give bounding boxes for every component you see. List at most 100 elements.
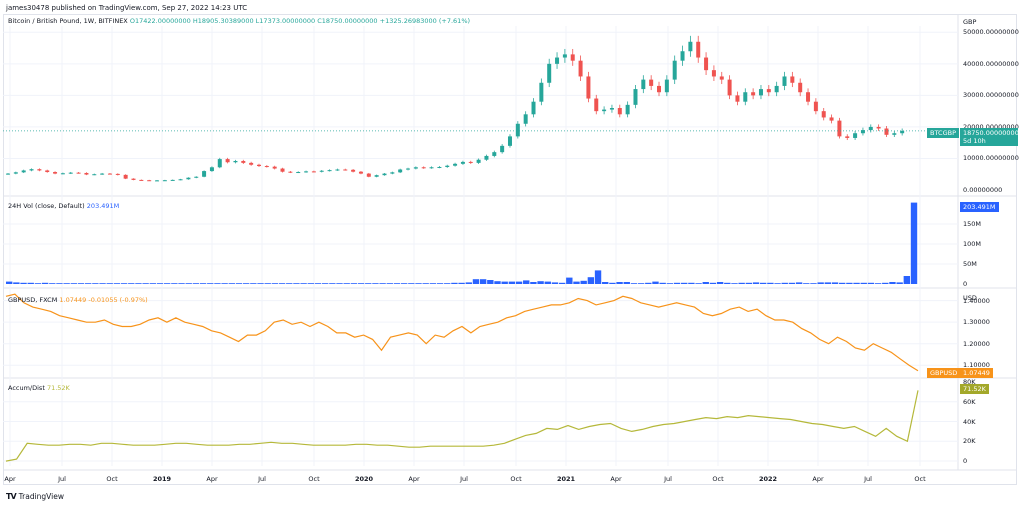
volume-bar xyxy=(896,282,903,284)
volume-bar xyxy=(307,283,314,284)
volume-bar xyxy=(458,282,465,284)
volume-bar xyxy=(623,282,630,284)
volume-bar xyxy=(738,282,745,284)
gbpusd-value-badge: 1.07449 xyxy=(960,368,993,378)
volume-bar xyxy=(716,282,724,284)
volume-bar xyxy=(257,283,264,284)
candle-body xyxy=(335,169,340,171)
candle-body xyxy=(398,169,403,173)
candle-body xyxy=(319,170,324,172)
candle-body xyxy=(194,176,199,178)
candle-body xyxy=(900,130,905,134)
volume-bar xyxy=(278,283,286,284)
volume-bar xyxy=(214,283,221,284)
candle-body xyxy=(186,177,191,180)
candle-body xyxy=(774,85,779,93)
axis-label: 0 xyxy=(963,457,968,466)
volume-bar xyxy=(415,283,422,284)
candle-body xyxy=(719,76,724,80)
time-label: 2019 xyxy=(153,475,172,483)
candle-body xyxy=(555,57,560,64)
candle-body xyxy=(296,172,301,174)
candle-body xyxy=(288,171,293,173)
candle-body xyxy=(13,172,18,174)
candle-body xyxy=(657,85,662,93)
volume-bar xyxy=(788,282,796,284)
candle-body xyxy=(743,92,748,102)
volume-bar xyxy=(192,283,200,284)
btcgbp-symbol-badge: BTCGBP xyxy=(927,128,960,138)
volume-bar xyxy=(630,283,638,284)
gbpusd-legend[interactable]: GBPUSD, FXCM 1.07449 -0.01055 (-0.97%) xyxy=(8,296,148,304)
volume-bar xyxy=(652,281,659,284)
volume-bar xyxy=(207,283,214,284)
volume-bar xyxy=(903,276,911,284)
candle-body xyxy=(343,169,348,171)
candle-body xyxy=(6,173,10,175)
volume-legend[interactable]: 24H Vol (close, Default) 203.491M xyxy=(8,202,119,210)
volume-bar xyxy=(235,283,243,284)
candle-body xyxy=(217,159,222,168)
accum-legend[interactable]: Accum/Dist 71.52K xyxy=(8,384,70,392)
axis-label: 50M xyxy=(963,260,977,268)
volume-bar xyxy=(709,282,717,284)
volume-bar xyxy=(314,283,322,284)
volume-bar xyxy=(472,279,480,284)
volume-bar xyxy=(594,270,602,284)
btcgbp-price-badge: 18750.00000000 5d 10h xyxy=(960,128,1019,146)
ohlc-low: L17373.00000000 xyxy=(255,17,316,25)
volume-bar xyxy=(501,281,508,284)
volume-bar xyxy=(616,282,623,284)
candle-body xyxy=(860,130,865,134)
gbpusd-line xyxy=(5,293,919,372)
volume-title: 24H Vol (close, Default) xyxy=(8,202,85,210)
volume-bar xyxy=(494,281,501,284)
volume-bar xyxy=(558,282,566,284)
volume-bar xyxy=(429,283,437,284)
axis-label: 100M xyxy=(963,240,982,248)
candle-body xyxy=(445,165,450,167)
candle-body xyxy=(813,101,818,112)
volume-bar xyxy=(566,277,573,284)
tradingview-footer[interactable]: TV TradingView xyxy=(6,492,64,501)
candle-body xyxy=(162,180,167,182)
volume-bar xyxy=(41,282,49,284)
ohlc-open: O17422.00000000 xyxy=(129,17,191,25)
axis-label: 1.30000 xyxy=(963,318,990,327)
candle-body xyxy=(609,108,614,110)
candle-body xyxy=(547,63,552,83)
volume-bar xyxy=(745,282,753,284)
axis-label: 1.10000 xyxy=(963,361,990,370)
volume-bar xyxy=(372,283,379,284)
volume-bar xyxy=(34,283,42,284)
volume-value: 203.491M xyxy=(86,202,120,210)
axis-label: 40K xyxy=(963,417,976,426)
candle-body xyxy=(853,133,858,138)
tradingview-logo-icon: TV xyxy=(6,492,17,501)
axis-label: 30000.00000000 xyxy=(963,91,1019,100)
time-label: Jul xyxy=(57,475,66,483)
time-label: 2020 xyxy=(355,475,374,483)
candle-body xyxy=(100,173,105,175)
candle-body xyxy=(868,126,873,131)
time-label: Oct xyxy=(106,475,118,483)
volume-bar xyxy=(350,283,358,284)
accum-value-badge: 71.52K xyxy=(960,384,989,394)
candle-body xyxy=(531,101,536,115)
volume-bar xyxy=(329,283,336,284)
axis-label: 20000.00000000 xyxy=(963,122,1019,131)
candle-body xyxy=(704,57,709,71)
candle-body xyxy=(594,98,599,112)
gbpusd-value: 1.07449 xyxy=(59,296,87,304)
time-label: Apr xyxy=(610,475,622,483)
volume-bar xyxy=(867,282,875,284)
volume-bar xyxy=(810,283,817,284)
publish-info: james30478 published on TradingView.com,… xyxy=(6,4,248,12)
time-label: Apr xyxy=(4,475,16,483)
volume-bar xyxy=(300,283,307,284)
volume-bar xyxy=(271,283,279,284)
candle-body xyxy=(84,172,89,175)
axis-label: 150M xyxy=(963,220,982,228)
volume-bar xyxy=(817,282,824,284)
